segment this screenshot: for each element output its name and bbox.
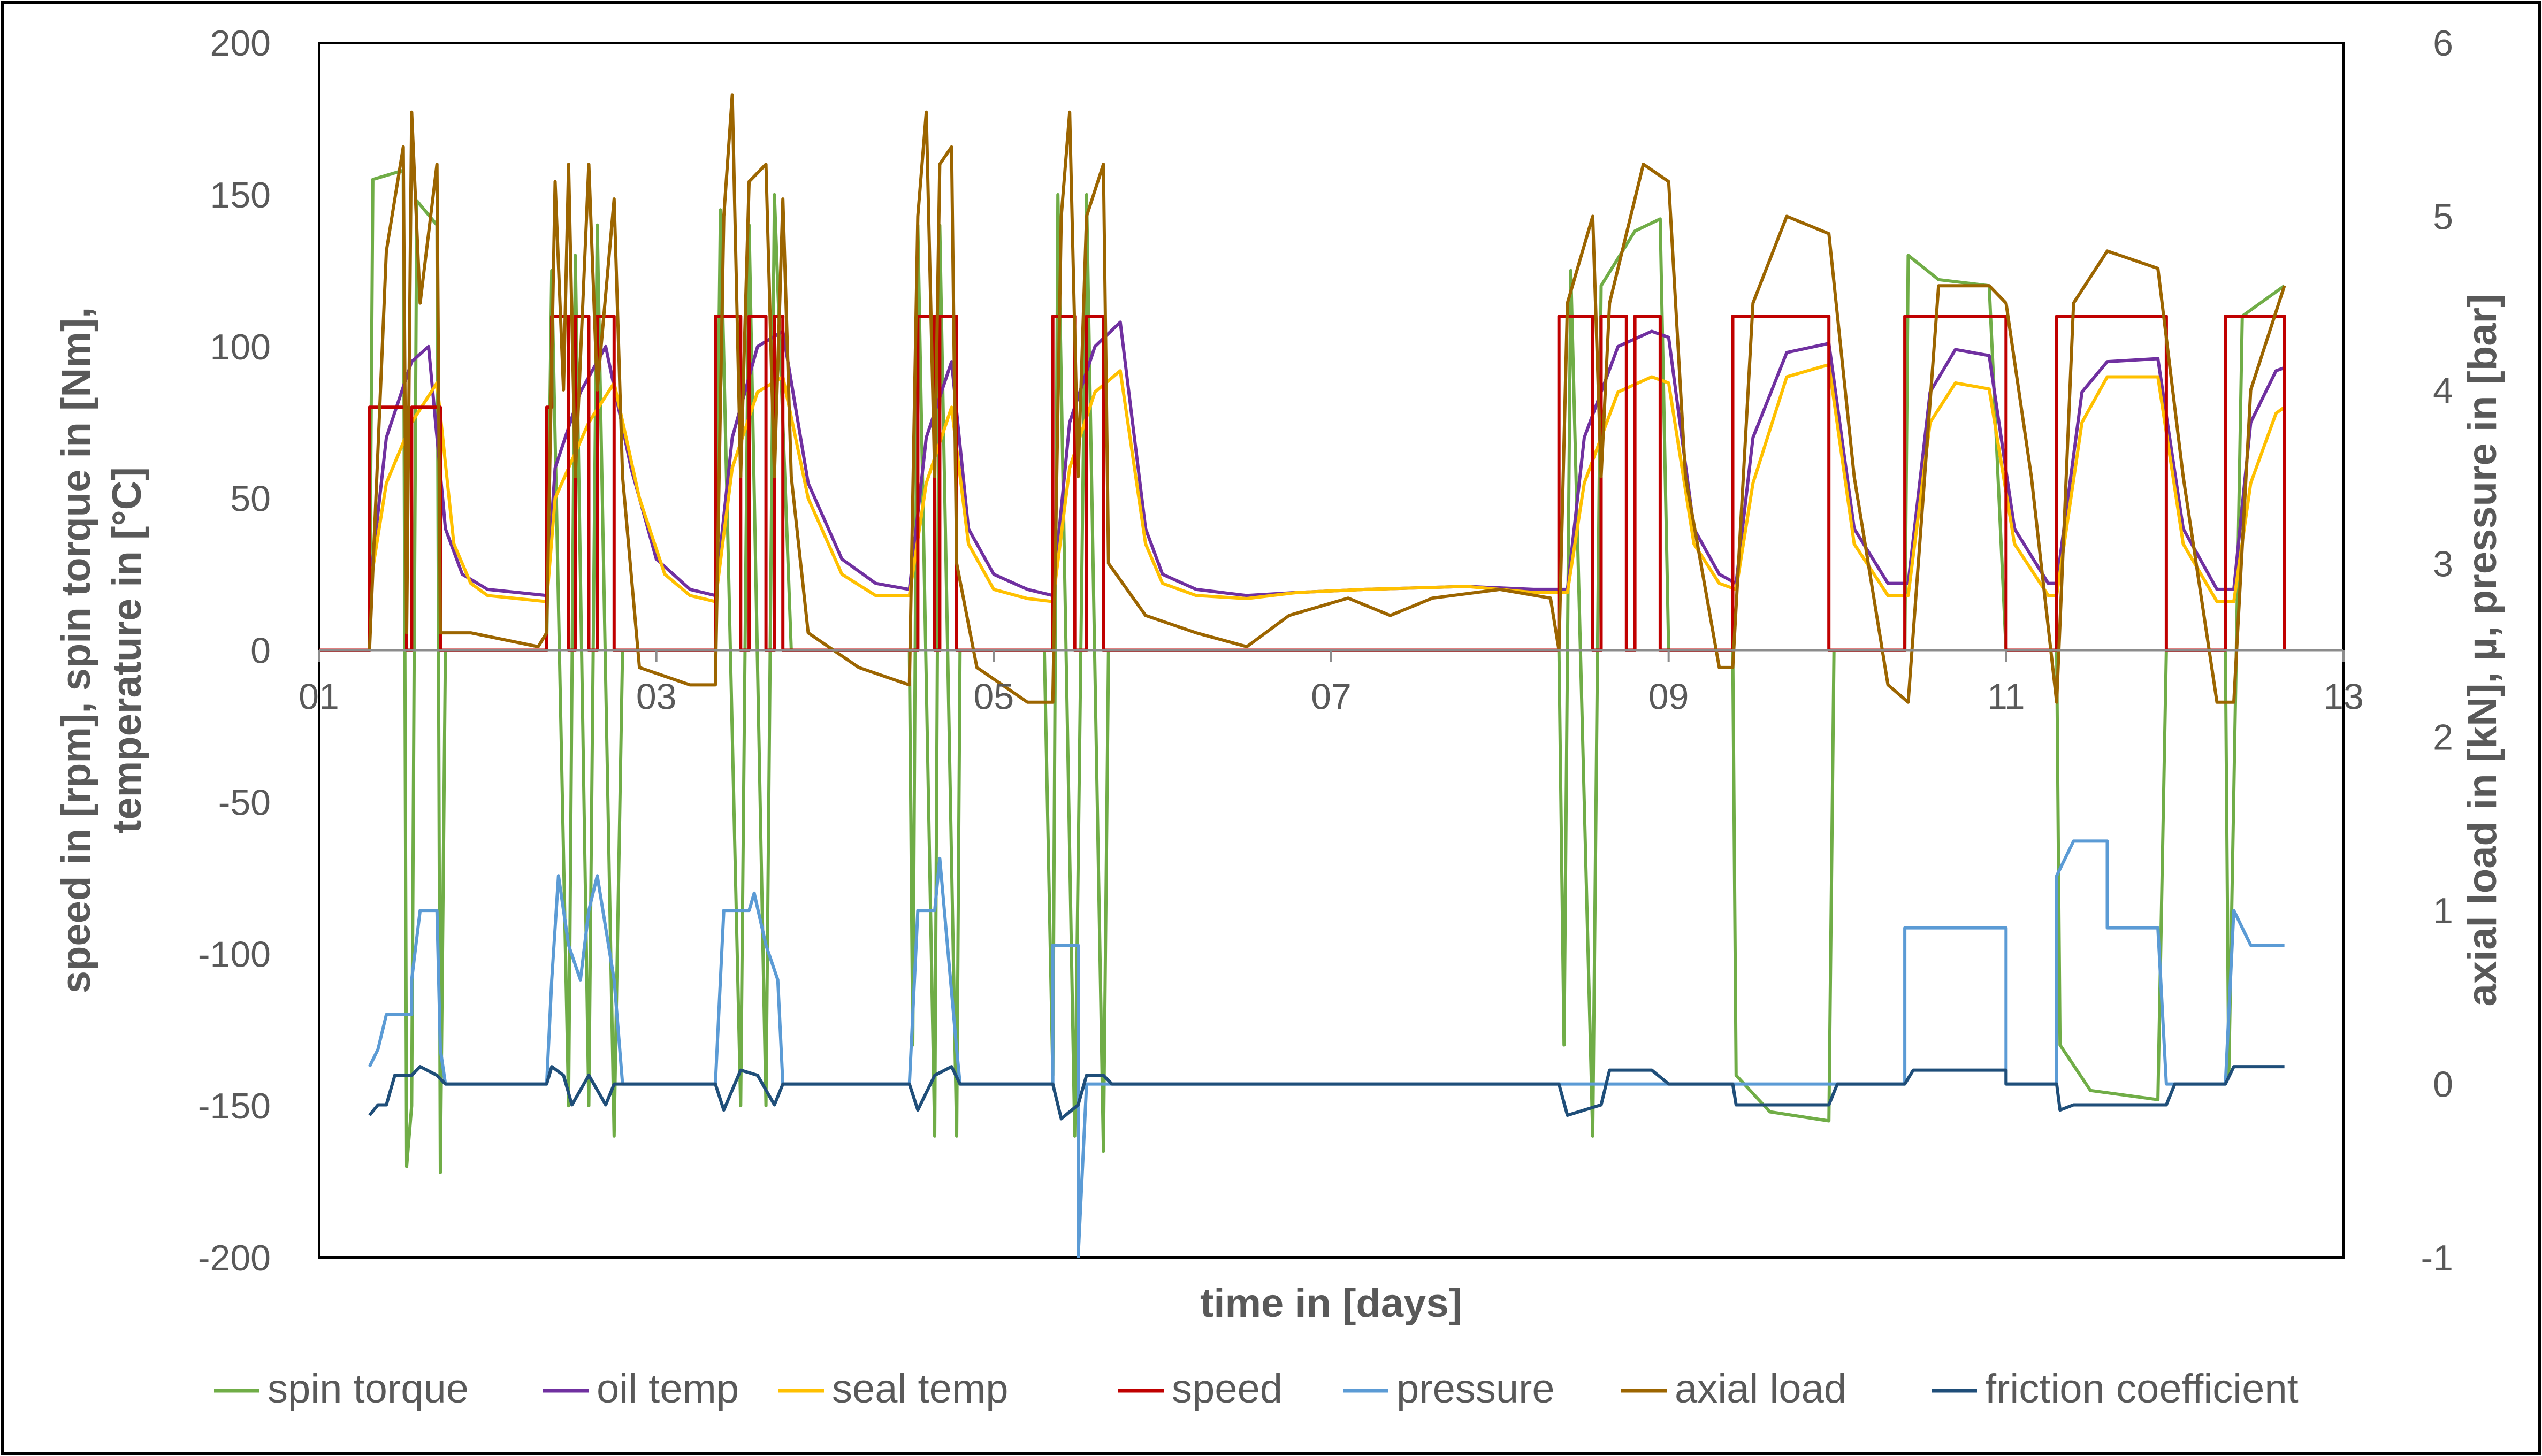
legend-item: seal temp	[778, 1366, 1009, 1412]
legend-label: oil temp	[597, 1366, 739, 1412]
y-right-tick-label: -1	[2421, 1238, 2453, 1278]
y-right-tick-label: 2	[2433, 717, 2453, 758]
legend-item: spin torque	[214, 1366, 469, 1412]
y-left-tick-label: 100	[210, 327, 271, 367]
x-tick-label: 13	[2323, 677, 2364, 717]
series-line-friction-coefficient	[368, 1065, 2285, 1121]
y-right-tick-label: 0	[2433, 1064, 2453, 1105]
y-right-tick-label: 6	[2433, 23, 2453, 64]
legend-label: friction coefficient	[1985, 1366, 2299, 1412]
legend-item: friction coefficient	[1932, 1366, 2299, 1412]
legend-label: axial load	[1675, 1366, 1846, 1412]
y-left-tick-label: -50	[218, 782, 271, 823]
legend-label: spin torque	[268, 1366, 469, 1412]
y-right-tick-label: 1	[2433, 891, 2453, 931]
y-right-axis-title: axial load in [kN], µ, pressure in [bar]	[2460, 294, 2505, 1007]
legend-label: seal temp	[832, 1366, 1009, 1412]
series-layer	[319, 93, 2286, 1258]
legend-item: speed	[1118, 1366, 1283, 1412]
y-left-tick-label: 200	[210, 23, 271, 64]
legend-label: pressure	[1396, 1366, 1555, 1412]
x-tick-label: 11	[1987, 677, 2025, 717]
y-right-tick-label: 3	[2433, 543, 2453, 584]
legend-item: oil temp	[543, 1366, 739, 1412]
x-tick-label: 01	[299, 677, 339, 717]
legend-item: axial load	[1621, 1366, 1846, 1412]
y-right-tick-label: 5	[2433, 196, 2453, 237]
x-axis-title: time in [days]	[1200, 1281, 1462, 1326]
x-tick-label: 09	[1648, 677, 1689, 717]
y-left-axis-title: speed in [rpm], spin torque in [Nm], temp…	[54, 307, 150, 994]
x-tick-label: 03	[636, 677, 677, 717]
y-left-axis-title-line2: temperature in [°C]	[104, 467, 150, 833]
legend-label: speed	[1172, 1366, 1283, 1412]
legend: spin torque oil temp seal temp speed pressur…	[214, 1366, 2299, 1412]
axes-layer: 01 03 05 07 09 11 13200150100500-50-100-150-20…	[54, 23, 2505, 1326]
y-left-axis-title-line1: speed in [rpm], spin torque in [Nm],	[54, 307, 99, 994]
y-left-tick-label: -200	[198, 1238, 271, 1278]
legend-item: pressure	[1343, 1366, 1555, 1412]
y-left-tick-label: -150	[198, 1086, 271, 1127]
y-left-tick-label: -100	[198, 934, 271, 975]
y-left-tick-label: 50	[230, 479, 271, 519]
x-tick-label: 07	[1311, 677, 1352, 717]
y-left-tick-label: 0	[250, 631, 271, 671]
y-left-tick-label: 150	[210, 175, 271, 216]
x-tick-label: 05	[974, 677, 1014, 717]
y-right-tick-label: 4	[2433, 370, 2453, 411]
series-line-seal-temp	[368, 363, 2286, 603]
